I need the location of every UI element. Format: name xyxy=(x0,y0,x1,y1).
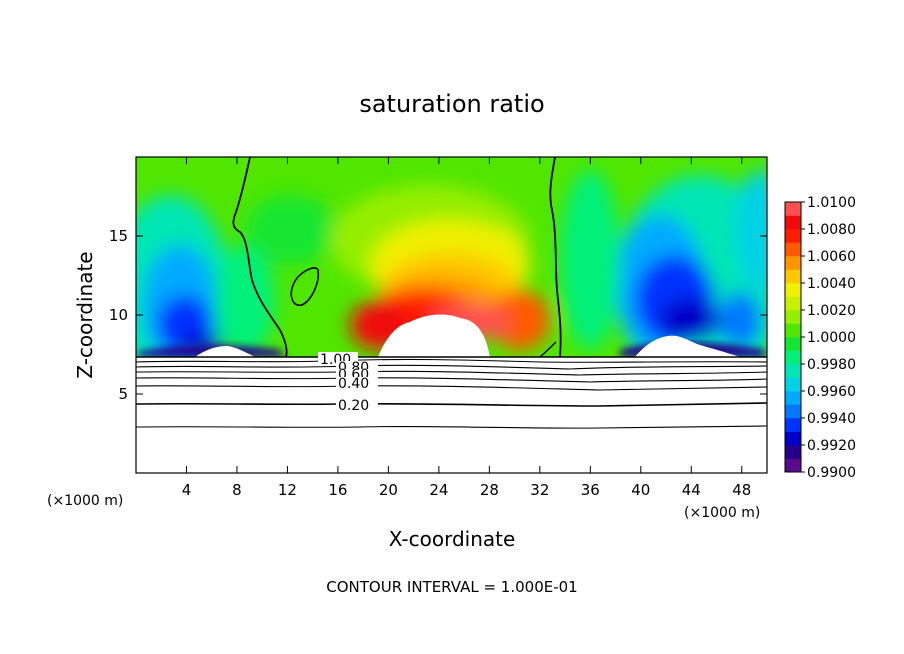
colorbar-swatch xyxy=(785,418,801,432)
contour-line-4 xyxy=(136,377,767,383)
contour-line-3 xyxy=(136,370,767,376)
colorbar-swatch xyxy=(785,391,801,405)
colorbar-swatch xyxy=(785,215,801,230)
contour-label-040: 0.40 xyxy=(338,376,369,392)
colorbar-label: 0.9960 xyxy=(807,384,856,400)
colorbar-swatch xyxy=(785,350,801,365)
y-tick-label: 15 xyxy=(109,227,128,245)
colorbar-swatch xyxy=(785,404,801,419)
colorbar-swatch xyxy=(785,242,801,257)
colorbar-label: 0.9900 xyxy=(807,465,856,481)
colorbar-swatch xyxy=(785,431,801,446)
chart-title: saturation ratio xyxy=(359,90,544,118)
colorbar-swatch xyxy=(785,310,801,324)
right-white-bump xyxy=(635,335,740,357)
contour-line-2 xyxy=(136,364,767,370)
x-tick-label: 44 xyxy=(682,481,701,499)
contour-closed-loop xyxy=(290,267,320,306)
contour-label-group: 1.00 0.80 0.60 0.40 0.20 xyxy=(318,352,378,414)
contour-interval-footer: CONTOUR INTERVAL = 1.000E-01 xyxy=(326,578,577,596)
x-tick-label: 40 xyxy=(631,481,650,499)
x-unit-left: (×1000 m) xyxy=(47,493,123,509)
colorbar-swatch xyxy=(785,337,801,351)
colorbar-swatch xyxy=(785,458,801,473)
x-unit-right: (×1000 m) xyxy=(684,505,760,521)
y-tick-label: 10 xyxy=(109,306,128,324)
colorbar-swatch xyxy=(785,323,801,338)
left-green-mid xyxy=(215,245,275,355)
colorbar-label: 1.0060 xyxy=(807,249,856,265)
colorbar-label: 1.0000 xyxy=(807,330,856,346)
colorbar-label: 1.0020 xyxy=(807,303,856,319)
colorbar-label: 0.9980 xyxy=(807,357,856,373)
colorbar-swatch xyxy=(785,229,801,243)
contour-line-1 xyxy=(136,358,767,363)
contour-lower-right-arm xyxy=(539,341,557,358)
colorbar-swatch xyxy=(785,269,801,284)
x-axis-label: X-coordinate xyxy=(389,527,516,551)
x-tick-label: 16 xyxy=(328,481,347,499)
x-tick-label: 48 xyxy=(732,481,751,499)
y-axis-label: Z-coordinate xyxy=(73,251,97,378)
x-tick-label: 4 xyxy=(182,481,192,499)
x-tick-label: 32 xyxy=(530,481,549,499)
right-blue-arm xyxy=(718,292,762,348)
colorbar-swatch xyxy=(785,377,801,392)
contour-lines xyxy=(136,157,767,429)
x-axis: 4 8 12 16 20 24 28 32 36 40 44 48 xyxy=(182,157,751,499)
contour-left-thick xyxy=(232,157,288,358)
colorbar-label: 1.0080 xyxy=(807,222,856,238)
x-tick-label: 12 xyxy=(278,481,297,499)
y-axis: 5 10 15 xyxy=(109,227,767,403)
right-green-band xyxy=(560,170,620,350)
colorbar-swatch xyxy=(785,296,801,311)
contour-label-020: 0.20 xyxy=(338,398,369,414)
contour-line-7 xyxy=(136,425,767,429)
colorbar-swatch xyxy=(785,202,801,216)
right-darkblue-region xyxy=(660,298,720,342)
x-tick-label: 28 xyxy=(480,481,499,499)
central-white-cloud xyxy=(378,314,490,357)
colorbar-swatch xyxy=(785,364,801,378)
contour-line-5 xyxy=(136,385,767,391)
left-white-bump xyxy=(195,346,255,357)
right-red-lobe xyxy=(490,290,550,350)
colorbar-label: 1.0040 xyxy=(807,276,856,292)
colorbar-label: 0.9920 xyxy=(807,438,856,454)
saturation-field xyxy=(136,157,767,357)
y-tick-label: 5 xyxy=(118,385,128,403)
colorbar-label: 0.9940 xyxy=(807,411,856,427)
x-tick-label: 36 xyxy=(581,481,600,499)
colorbar-swatch xyxy=(785,283,801,297)
contour-line-6 xyxy=(136,402,767,407)
x-tick-label: 8 xyxy=(232,481,242,499)
colorbar: 0.9900 0.9920 0.9940 0.9960 0.9980 1.0000 1.00… xyxy=(784,195,856,481)
right-edge-cyan xyxy=(735,170,767,290)
colorbar-swatch xyxy=(785,256,801,270)
colorbar-swatch xyxy=(785,445,801,459)
x-tick-label: 24 xyxy=(429,481,448,499)
x-tick-label: 20 xyxy=(379,481,398,499)
contour-right-thick xyxy=(549,157,562,358)
left-upper-green xyxy=(245,195,335,265)
colorbar-label: 1.0100 xyxy=(807,195,856,211)
